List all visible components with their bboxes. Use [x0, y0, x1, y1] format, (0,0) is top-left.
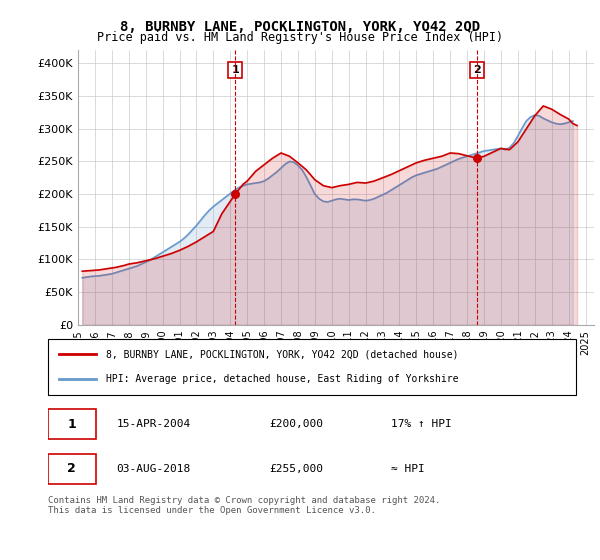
Text: ≈ HPI: ≈ HPI	[391, 464, 425, 474]
Text: 8, BURNBY LANE, POCKLINGTON, YORK, YO42 2QD (detached house): 8, BURNBY LANE, POCKLINGTON, YORK, YO42 …	[106, 349, 458, 360]
Text: 2: 2	[67, 463, 76, 475]
FancyBboxPatch shape	[48, 409, 95, 439]
Text: HPI: Average price, detached house, East Riding of Yorkshire: HPI: Average price, detached house, East…	[106, 374, 458, 384]
Text: 1: 1	[231, 65, 239, 75]
Text: 2: 2	[473, 65, 481, 75]
Text: £200,000: £200,000	[270, 419, 324, 430]
FancyBboxPatch shape	[48, 339, 576, 395]
Text: 8, BURNBY LANE, POCKLINGTON, YORK, YO42 2QD: 8, BURNBY LANE, POCKLINGTON, YORK, YO42 …	[120, 20, 480, 34]
Text: Contains HM Land Registry data © Crown copyright and database right 2024.
This d: Contains HM Land Registry data © Crown c…	[48, 496, 440, 515]
Point	[230, 190, 240, 199]
Text: 03-AUG-2018: 03-AUG-2018	[116, 464, 191, 474]
Text: £255,000: £255,000	[270, 464, 324, 474]
Point	[472, 154, 482, 163]
FancyBboxPatch shape	[48, 454, 95, 484]
Text: 1: 1	[67, 418, 76, 431]
Text: Price paid vs. HM Land Registry's House Price Index (HPI): Price paid vs. HM Land Registry's House …	[97, 31, 503, 44]
Text: 15-APR-2004: 15-APR-2004	[116, 419, 191, 430]
Text: 17% ↑ HPI: 17% ↑ HPI	[391, 419, 452, 430]
